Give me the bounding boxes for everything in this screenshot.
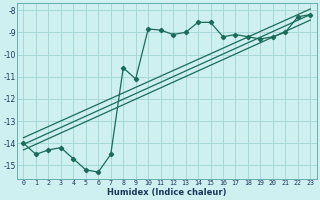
X-axis label: Humidex (Indice chaleur): Humidex (Indice chaleur)	[107, 188, 227, 197]
